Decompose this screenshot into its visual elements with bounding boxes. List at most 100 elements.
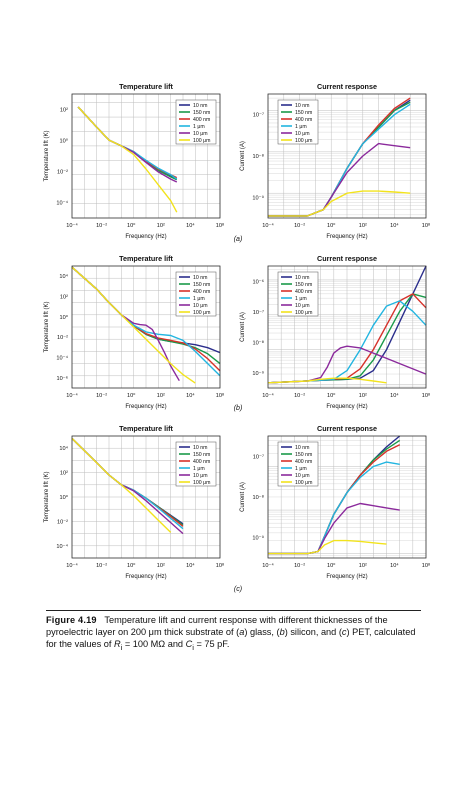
legend-label-5: 10 μm — [193, 473, 208, 479]
y-axis-label: Current (A) — [240, 141, 246, 171]
x-tick-label: 10⁰ — [127, 392, 136, 399]
series-line-6 — [268, 539, 387, 555]
x-tick-label: 10⁸ — [216, 392, 225, 399]
plot-frame — [267, 435, 427, 559]
legend-label-6: 100 μm — [193, 310, 210, 316]
legend-label-5: 10 μm — [295, 303, 310, 309]
y-tick-label: 10⁰ — [60, 314, 69, 321]
series-line-6 — [267, 377, 387, 384]
legend-label-2: 150 nm — [295, 110, 312, 116]
series-group — [268, 435, 401, 555]
legend-box — [175, 99, 217, 145]
caption-label: Figure 4.19 — [46, 615, 97, 625]
legend-label-2: 150 nm — [295, 452, 312, 458]
x-axis-label: Frequency (Hz) — [326, 234, 367, 240]
x-axis-label: Frequency (Hz) — [326, 404, 367, 410]
legend-label-5: 10 μm — [193, 131, 208, 137]
y-tick-label: 10² — [60, 295, 68, 301]
y-tick-label: 10⁻⁸ — [252, 494, 264, 501]
x-axis-label: Frequency (Hz) — [326, 574, 367, 580]
caption-sub-a: a — [239, 627, 245, 637]
legend-label-4: 1 μm — [193, 466, 205, 472]
legend-box — [175, 271, 217, 317]
series-line-6 — [71, 266, 196, 384]
legend-label-5: 10 μm — [295, 131, 310, 137]
x-tick-label: 10⁴ — [186, 562, 195, 569]
y-tick-label: 10⁻⁹ — [252, 535, 264, 542]
x-tick-label: 10⁻² — [294, 393, 305, 399]
plot-frame — [267, 93, 427, 219]
x-tick-label: 10⁻² — [96, 393, 107, 399]
series-group — [77, 106, 178, 213]
legend-label-2: 150 nm — [295, 282, 312, 288]
y-tick-label: 10⁻⁸ — [252, 153, 264, 160]
legend-label-3: 400 nm — [193, 289, 210, 295]
chart-title: Temperature lift — [119, 82, 173, 91]
legend-label-6: 100 μm — [295, 138, 312, 144]
legend-label-2: 150 nm — [193, 452, 210, 458]
legend-label-1: 10 nm — [295, 445, 309, 451]
legend-label-5: 10 μm — [295, 473, 310, 479]
x-tick-label: 10⁴ — [390, 392, 399, 399]
x-tick-label: 10² — [359, 223, 367, 229]
legend-label-1: 10 nm — [193, 275, 207, 281]
series-line-4 — [267, 300, 427, 384]
y-tick-label: 10⁻⁹ — [252, 194, 264, 201]
legend-label-4: 1 μm — [193, 124, 205, 130]
x-tick-label: 10⁻⁴ — [262, 222, 274, 229]
caption-sub-b: b — [279, 627, 285, 637]
legend-label-4: 1 μm — [295, 296, 307, 302]
y-tick-label: 10⁻⁷ — [253, 309, 264, 316]
y-tick-label: 10⁻⁴ — [56, 355, 68, 362]
x-tick-label: 10⁸ — [422, 222, 431, 229]
chart-title: Temperature lift — [119, 254, 173, 263]
x-tick-label: 10⁰ — [327, 392, 336, 399]
legend-label-3: 400 nm — [295, 289, 312, 295]
x-tick-label: 10⁴ — [186, 222, 195, 229]
x-tick-label: 10⁻² — [96, 223, 107, 229]
y-tick-label: 10⁻⁶ — [57, 375, 68, 382]
chart-title: Current response — [317, 424, 377, 433]
x-axis-label: Frequency (Hz) — [125, 574, 166, 580]
legend-label-2: 150 nm — [193, 110, 210, 116]
y-tick-label: 10⁻⁹ — [252, 370, 264, 377]
legend-label-3: 400 nm — [193, 459, 210, 465]
caption-r-subscript: i — [120, 642, 123, 652]
legend-label-4: 1 μm — [295, 124, 307, 130]
legend-label-3: 400 nm — [295, 117, 312, 123]
caption-text-5: = 100 MΩ and — [122, 639, 186, 649]
y-tick-label: 10⁻⁴ — [56, 200, 68, 207]
caption-sub-c: c — [341, 627, 347, 637]
x-tick-label: 10⁰ — [327, 222, 336, 229]
legend-label-1: 10 nm — [295, 275, 309, 281]
plot-frame — [71, 265, 221, 389]
x-tick-label: 10² — [157, 223, 165, 229]
series-group — [71, 437, 184, 535]
figure-caption: Figure 4.19 Temperature lift and current… — [46, 610, 421, 654]
legend-label-3: 400 nm — [193, 117, 210, 123]
legend-label-6: 100 μm — [295, 480, 312, 486]
legend-label-4: 1 μm — [295, 466, 307, 472]
y-tick-label: 10⁴ — [59, 273, 68, 280]
series-group — [267, 265, 427, 384]
y-axis-label: Temperature lift (K) — [44, 130, 50, 181]
x-axis-label: Frequency (Hz) — [125, 234, 166, 240]
chart-panel-b-left: Temperature lift 10⁻⁴ 10⁻² 10⁰ 10² 10⁴ 10⁸ 10⁻⁶… — [44, 254, 225, 410]
chart-title: Temperature lift — [119, 424, 173, 433]
panel-label: (a) — [234, 236, 243, 243]
panel-label: (b) — [234, 405, 243, 412]
y-tick-label: 10⁻⁷ — [253, 112, 264, 119]
plot-frame — [267, 265, 427, 389]
x-axis-label: Frequency (Hz) — [125, 404, 166, 410]
x-tick-label: 10⁻² — [294, 563, 305, 569]
legend-label-2: 150 nm — [193, 282, 210, 288]
y-tick-label: 10⁻⁴ — [56, 543, 68, 550]
caption-c-subscript: i — [192, 642, 194, 652]
legend-box — [277, 99, 319, 145]
